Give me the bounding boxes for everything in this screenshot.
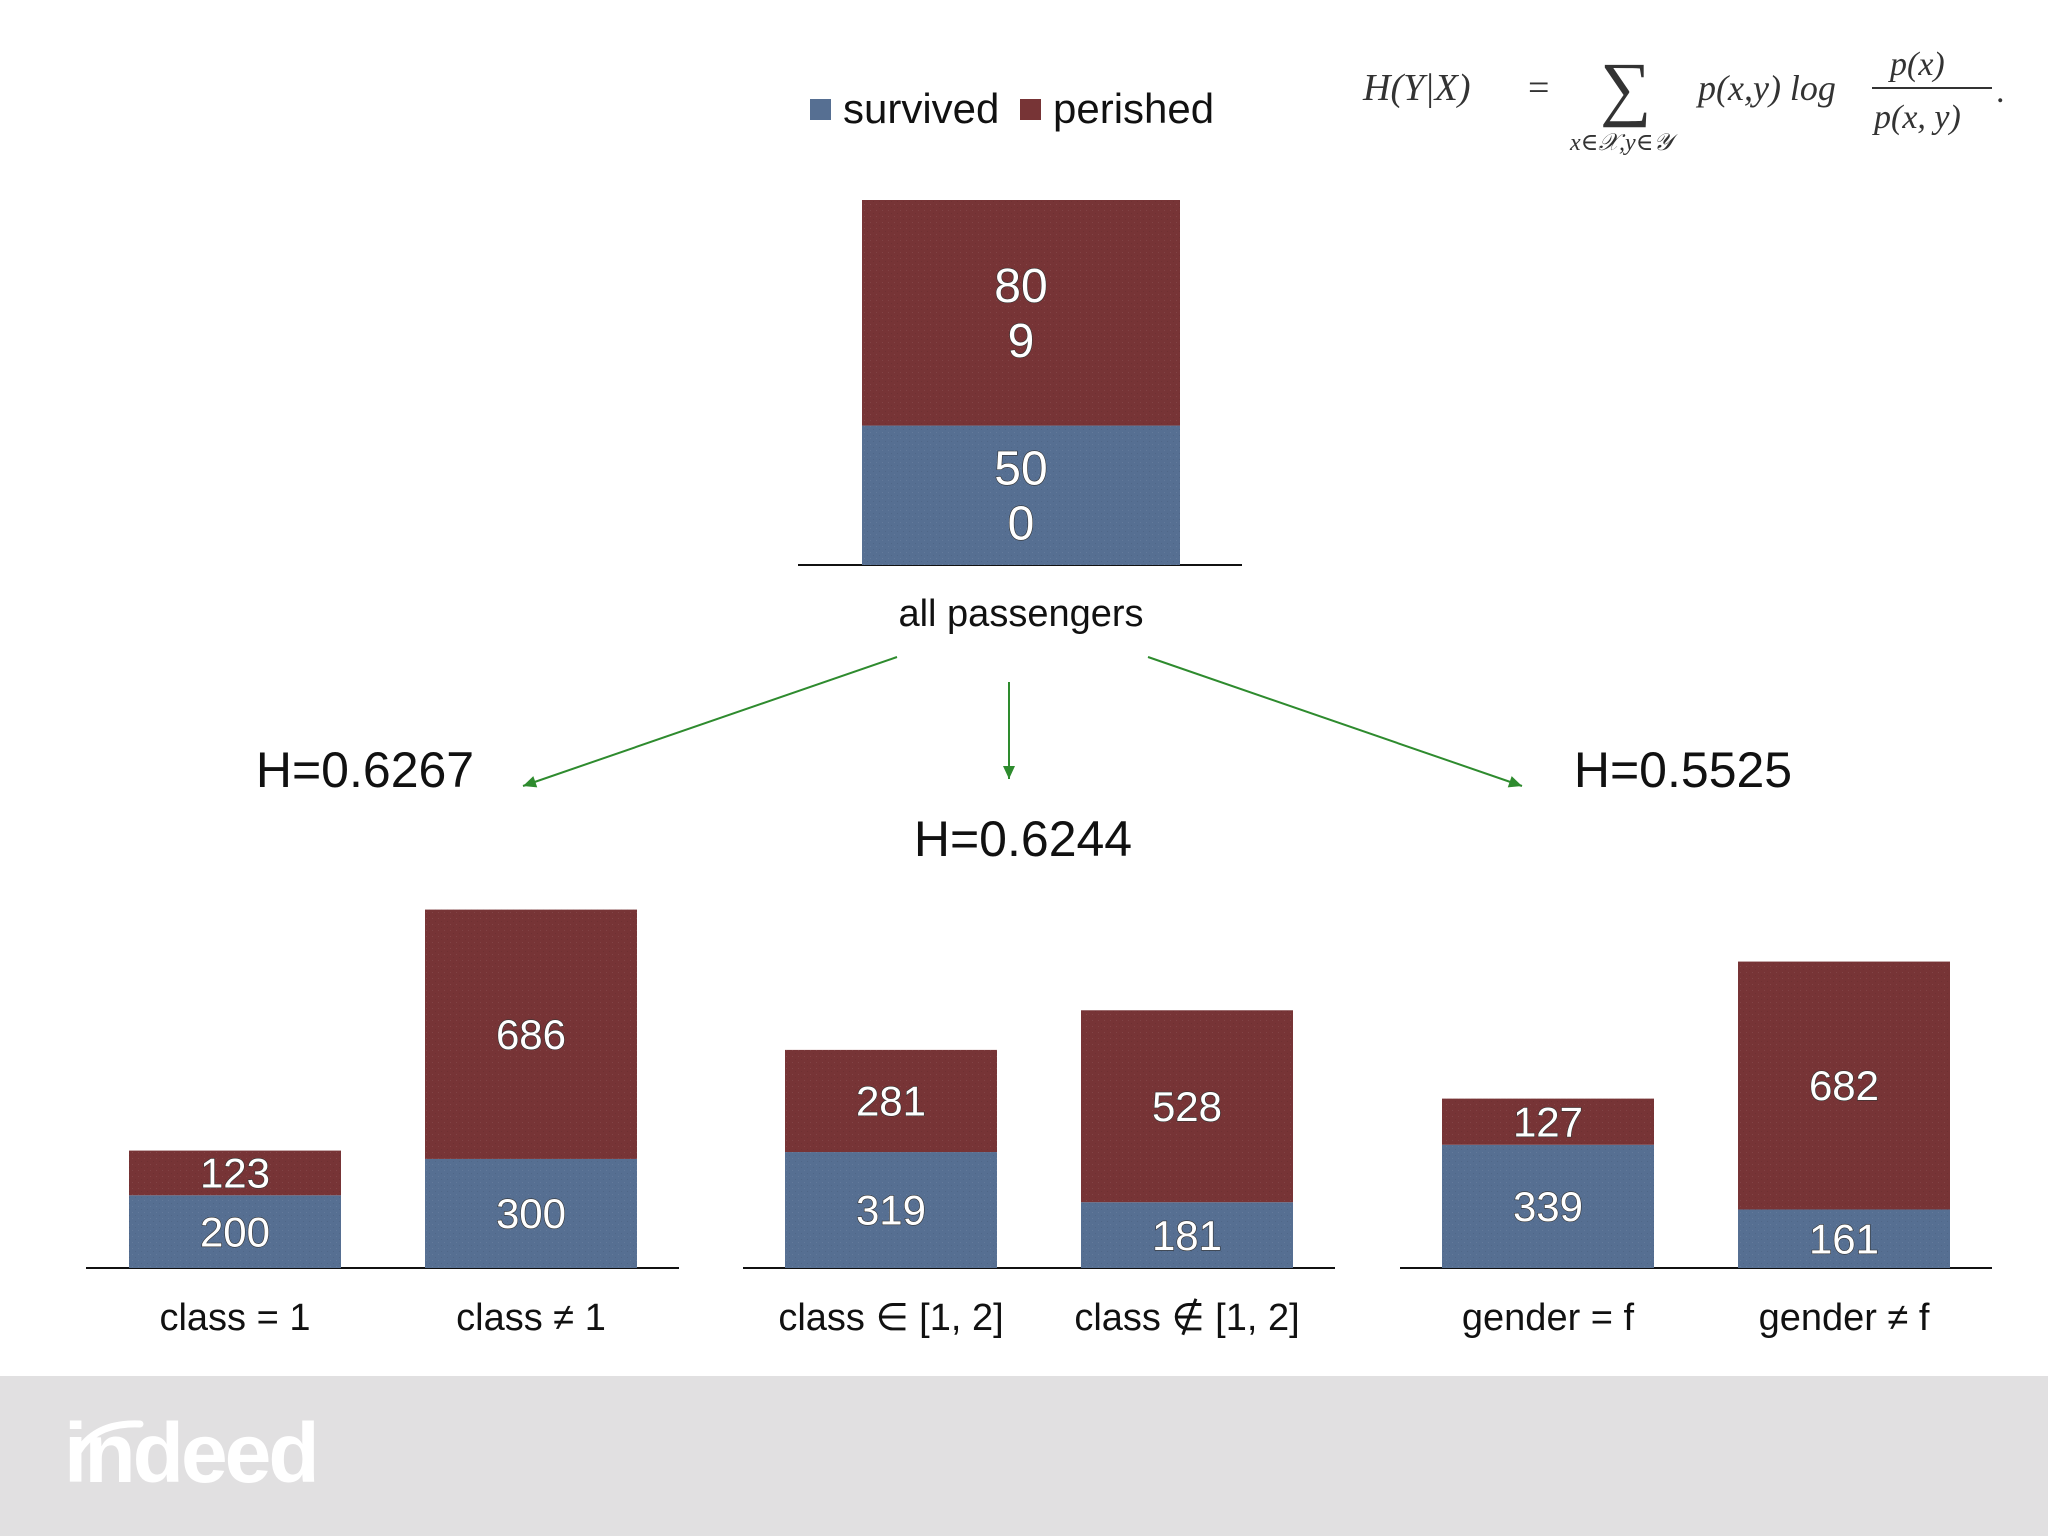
split-1-bar-1-perished-label: 123 (200, 1150, 270, 1197)
formula-period: . (1996, 73, 2005, 110)
split-2-bar-1-survived-label: 319 (856, 1187, 926, 1234)
split-2-bar-2-category-label: class ∉ [1, 2] (1074, 1297, 1299, 1339)
split-2-bar-2-survived-texture (1081, 1202, 1293, 1268)
split-2-bar-2-survived-label: 181 (1152, 1212, 1222, 1259)
legend-swatch-perished (1020, 99, 1041, 120)
root-bar-perished-label: 9 (1008, 315, 1035, 368)
split-3-bar-1-perished-label: 127 (1513, 1098, 1583, 1145)
split-arrowhead-3 (1507, 776, 1522, 788)
split-3-bar-2-survived-texture (1738, 1209, 1950, 1268)
footer-band (0, 1376, 2048, 1536)
split-3-bar-2-survived-label: 161 (1809, 1215, 1879, 1262)
root-bar-perished-texture (862, 200, 1180, 426)
root-bar-perished-label: 80 (994, 260, 1047, 313)
split-2-bar-1-survived-texture (785, 1152, 997, 1268)
formula-numerator: p(x) (1888, 50, 1945, 83)
entropy-label-3: H=0.5525 (1574, 742, 1792, 798)
split-1-bar-1-survived-label: 200 (200, 1208, 270, 1255)
split-3-bar-2-category-label: gender ≠ f (1759, 1297, 1930, 1339)
split-3-bar-1-survived-label: 339 (1513, 1183, 1583, 1230)
formula-equals: = (1528, 67, 1549, 109)
indeed-logo-arc (74, 1420, 144, 1456)
root-bar-survived-texture (862, 425, 1180, 565)
formula-denominator: p(x, y) (1872, 99, 1961, 136)
split-3-bar-1-category-label: gender = f (1462, 1297, 1635, 1339)
split-1-bar-2-survived-texture (425, 1158, 637, 1268)
split-3-bar-1-perished-texture (1442, 1098, 1654, 1145)
formula-body: p(x,y) log (1695, 68, 1836, 108)
root-category-label: all passengers (898, 593, 1143, 635)
formula-sum-sub: x∈𝒳,y∈𝒴 (1569, 130, 1678, 156)
legend-label-perished: perished (1053, 85, 1214, 132)
formula-lhs: H(Y|X) (1362, 67, 1471, 109)
split-arrow-1 (522, 656, 898, 787)
root-bar-survived-label: 0 (1008, 498, 1035, 551)
legend-label-survived: survived (843, 85, 999, 132)
indeed-logo: indeed (64, 1406, 320, 1500)
split-2-bar-2-perished-texture (1081, 1010, 1293, 1203)
split-1-bar-1-survived-texture (129, 1195, 341, 1268)
split-arrowhead-2 (1003, 766, 1015, 779)
split-1-bar-1-category-label: class = 1 (159, 1297, 310, 1339)
split-3-bar-2-perished-label: 682 (1809, 1062, 1879, 1109)
split-1-bar-2-category-label: class ≠ 1 (456, 1297, 606, 1339)
split-2-bar-1-category-label: class ∈ [1, 2] (778, 1297, 1003, 1339)
conditional-entropy-formula: H(Y|X) = ∑ x∈𝒳,y∈𝒴 p(x,y) log p(x) p(x, … (1360, 46, 2010, 170)
split-2-bar-2-perished-label: 528 (1152, 1083, 1222, 1130)
split-2-bar-1-perished-texture (785, 1049, 997, 1153)
split-1-bar-1-perished-texture (129, 1150, 341, 1196)
split-1-bar-2-perished-texture (425, 909, 637, 1159)
split-1-bar-2-survived-label: 300 (496, 1190, 566, 1237)
split-arrow-3 (1147, 656, 1523, 787)
entropy-label-1: H=0.6267 (256, 742, 474, 798)
formula-sum: ∑ (1600, 50, 1651, 128)
entropy-label-2: H=0.6244 (914, 811, 1132, 867)
legend-swatch-survived (810, 99, 831, 120)
split-3-bar-2-perished-texture (1738, 961, 1950, 1210)
split-2-bar-1-perished-label: 281 (856, 1078, 926, 1125)
split-3-bar-1-survived-texture (1442, 1144, 1654, 1268)
split-1-bar-2-perished-label: 686 (496, 1011, 566, 1058)
root-bar-survived-label: 50 (994, 442, 1047, 495)
split-arrowhead-1 (523, 776, 538, 788)
